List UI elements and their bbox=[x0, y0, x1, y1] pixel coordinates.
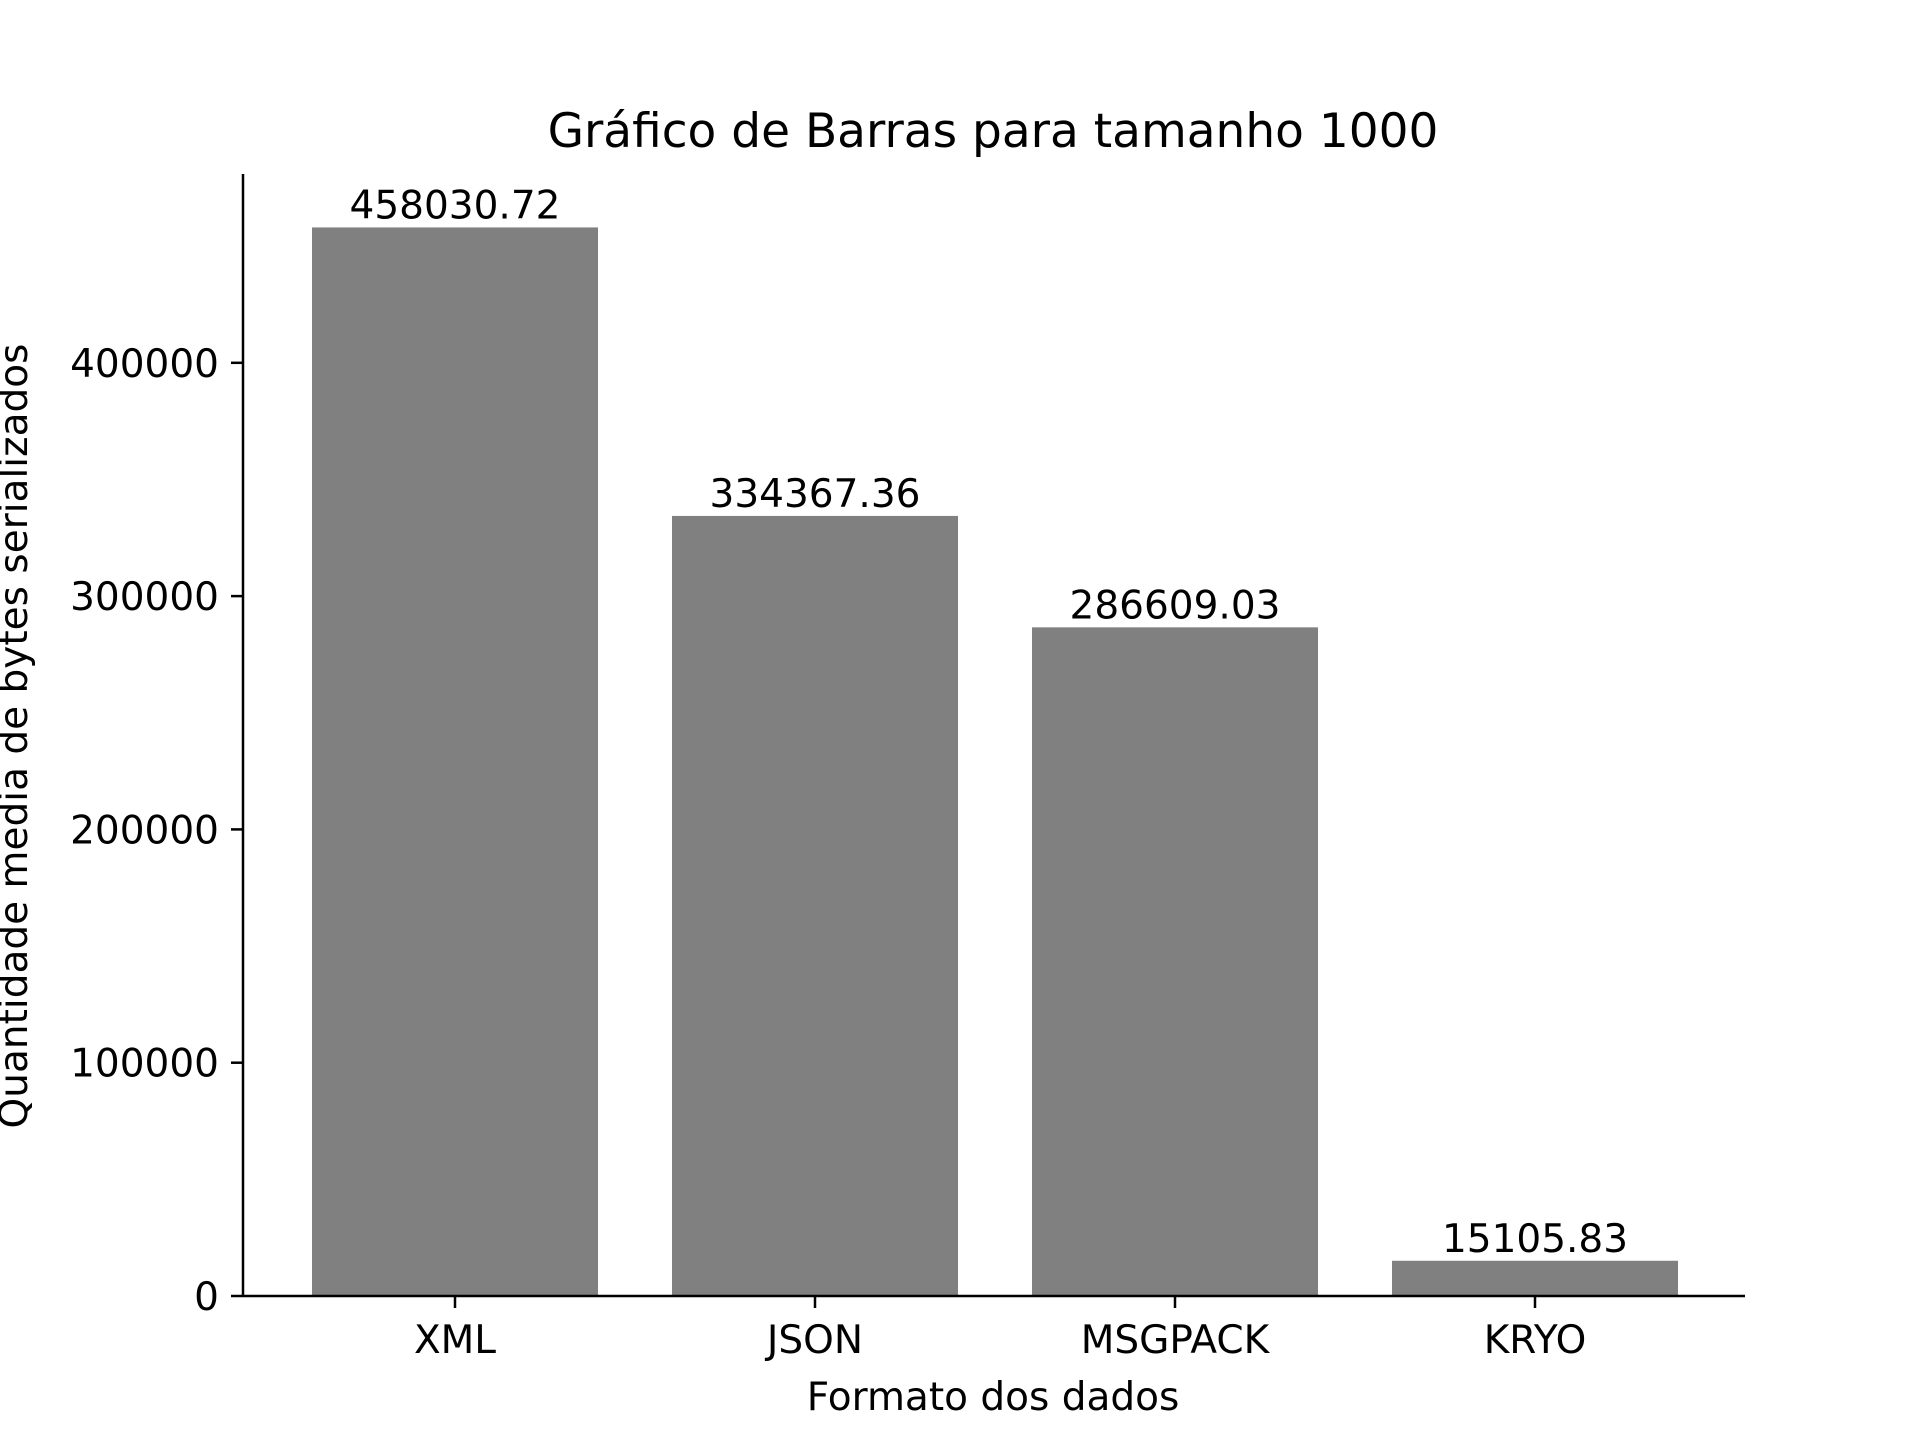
bar-value-label: 15105.83 bbox=[1442, 1217, 1628, 1262]
x-tick-label: MSGPACK bbox=[1081, 1318, 1271, 1363]
y-axis-label: Quantidade media de bytes serializados bbox=[0, 344, 37, 1129]
y-tick-label: 300000 bbox=[70, 575, 219, 620]
bar-value-label: 334367.36 bbox=[710, 472, 921, 517]
y-tick-label: 200000 bbox=[70, 808, 219, 853]
bar-value-label: 286609.03 bbox=[1070, 583, 1281, 628]
x-tick-label: JSON bbox=[764, 1318, 863, 1363]
x-tick-label: KRYO bbox=[1484, 1318, 1587, 1363]
bar-value-labels: 458030.72 334367.36 286609.03 15105.83 bbox=[350, 183, 1629, 1261]
y-tick-label: 400000 bbox=[70, 342, 219, 387]
chart-title: Gráfico de Barras para tamanho 1000 bbox=[548, 104, 1439, 159]
y-axis: 0 100000 200000 300000 400000 bbox=[70, 174, 245, 1320]
bar-value-label: 458030.72 bbox=[350, 183, 561, 228]
y-tick-label: 0 bbox=[194, 1275, 219, 1320]
bar-xml bbox=[312, 227, 598, 1297]
x-axis: XML JSON MSGPACK KRYO bbox=[243, 1294, 1745, 1363]
bar-json bbox=[672, 515, 958, 1296]
bar-kryo bbox=[1392, 1260, 1678, 1296]
y-tick-label: 100000 bbox=[70, 1042, 219, 1087]
x-tick-label: XML bbox=[414, 1318, 496, 1363]
bar-msgpack bbox=[1032, 627, 1318, 1296]
bars-group bbox=[312, 227, 1678, 1297]
x-axis-label: Formato dos dados bbox=[807, 1375, 1180, 1420]
